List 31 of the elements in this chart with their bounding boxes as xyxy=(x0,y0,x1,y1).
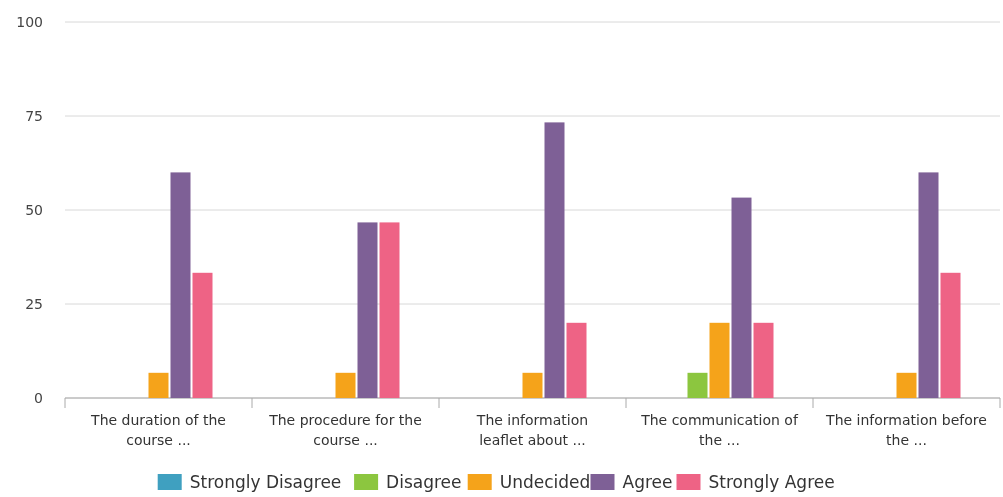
bar xyxy=(566,322,587,398)
bar xyxy=(918,172,939,398)
y-tick-label: 100 xyxy=(16,14,43,30)
x-tick-label: The duration of the course ... xyxy=(90,412,226,448)
bar xyxy=(170,172,191,398)
x-tick-label: The procedure for the course ... xyxy=(268,412,422,448)
legend-label: Strongly Agree xyxy=(708,472,835,492)
bar xyxy=(192,272,213,398)
y-tick-label: 25 xyxy=(25,296,43,312)
bar xyxy=(379,222,400,398)
bar xyxy=(753,322,774,398)
bar xyxy=(731,197,752,398)
y-tick-label: 0 xyxy=(34,390,43,406)
legend-label: Agree xyxy=(622,472,673,492)
bar xyxy=(544,122,565,398)
bar xyxy=(148,372,169,398)
bar xyxy=(896,372,917,398)
bar xyxy=(687,372,708,398)
y-tick-label: 75 xyxy=(25,108,43,124)
legend-label: Strongly Disagree xyxy=(189,472,342,492)
x-tick-label: The communication of the ... xyxy=(640,412,799,448)
bar xyxy=(709,322,730,398)
x-tick-label: The information before the ... xyxy=(825,412,987,448)
bar xyxy=(522,372,543,398)
y-tick-label: 50 xyxy=(25,202,43,218)
bar xyxy=(357,222,378,398)
legend-label: Disagree xyxy=(386,472,462,492)
x-tick-label: The information leaflet about ... xyxy=(475,412,589,448)
bar xyxy=(335,372,356,398)
bar xyxy=(940,272,961,398)
legend-label: Undecided xyxy=(499,472,591,492)
